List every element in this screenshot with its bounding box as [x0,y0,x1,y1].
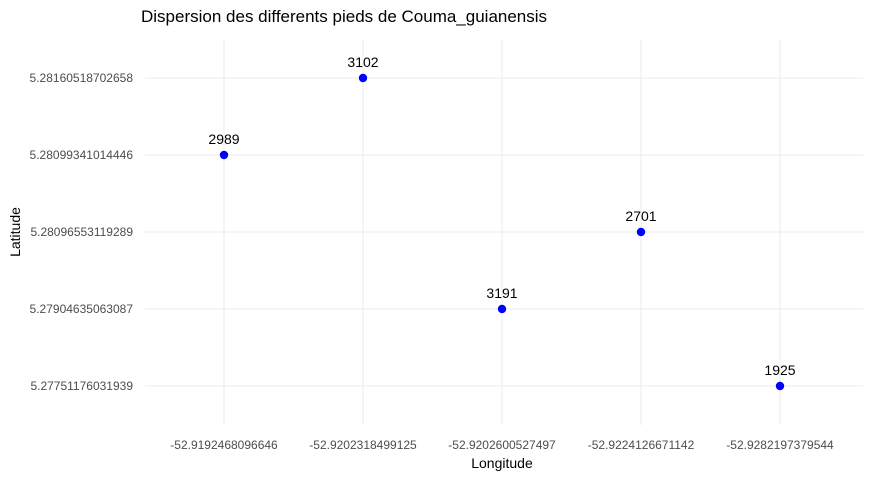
x-tick-label: -52.9202600527497 [448,438,556,452]
y-axis-title: Latitude [7,207,23,257]
x-tick-label: -52.9192468096646 [170,438,278,452]
x-tick-label: -52.9224126671142 [588,438,695,452]
y-tick-label: 5.28160518702658 [30,71,134,85]
data-point-label: 1925 [764,362,795,378]
y-tick-label: 5.28096553119289 [30,225,133,239]
data-point-label: 2989 [208,131,239,147]
x-axis-title: Longitude [471,455,533,471]
x-tick-label: -52.9202318499125 [309,438,417,452]
data-point-2989 [219,150,229,160]
y-tick-label: 5.28099341014446 [30,148,134,162]
data-point-label: 3102 [347,54,378,70]
data-point-1925 [775,381,785,391]
points-layer [219,73,785,391]
data-point-2701 [636,227,646,237]
x-tick-label: -52.9282197379544 [726,438,834,452]
data-point-label: 3191 [486,285,517,301]
data-point-3102 [358,73,368,83]
data-point-3191 [497,304,507,314]
point-labels-layer: 2989 3102 3191 2701 1925 [208,54,795,378]
y-tick-label: 5.27751176031939 [30,379,133,393]
y-axis-ticks: 5.27751176031939 5.27904635063087 5.280965… [30,71,134,393]
grid-layer [145,40,863,425]
plot-area: 2989 3102 3191 2701 1925 [145,40,863,425]
chart-title: Dispersion des differents pieds de Couma… [141,7,547,26]
y-tick-label: 5.27904635063087 [30,302,134,316]
x-axis-ticks: -52.9192468096646 -52.9202318499125 -52.92… [170,438,834,452]
data-point-label: 2701 [625,208,656,224]
